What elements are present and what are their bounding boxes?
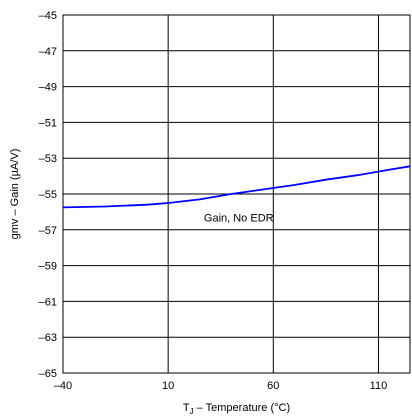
x-tick-label-1: 10 bbox=[162, 380, 174, 392]
x-tick-label-3: 110 bbox=[370, 380, 388, 392]
y-tick-label-3: –51 bbox=[39, 117, 57, 129]
x-axis-title-rest: – Temperature (°C) bbox=[194, 402, 291, 414]
y-tick-labels: –45 –47 –49 –51 –53 –55 –57 –59 –61 –63 –65 bbox=[39, 10, 57, 380]
x-tick-label-2: 60 bbox=[267, 380, 279, 392]
y-tick-label-10: –65 bbox=[39, 368, 57, 380]
y-axis-title: gmv – Gain (µA/V) bbox=[9, 149, 21, 240]
x-axis-title-main: T bbox=[183, 402, 190, 414]
series-line-gain-no-edr bbox=[62, 165, 411, 209]
y-tick-label-9: –63 bbox=[39, 332, 57, 344]
plot-frame bbox=[62, 14, 411, 374]
x-tick-label-0: –40 bbox=[54, 380, 72, 392]
x-axis-title: TJ – Temperature (°C) bbox=[183, 402, 290, 416]
y-tick-label-0: –45 bbox=[39, 10, 57, 22]
y-tick-label-4: –53 bbox=[39, 153, 57, 165]
y-tick-label-8: –61 bbox=[39, 296, 57, 308]
y-tick-label-6: –57 bbox=[39, 225, 57, 237]
y-tick-label-7: –59 bbox=[39, 261, 57, 273]
x-tick-labels: –40 10 60 110 bbox=[54, 380, 387, 392]
y-tick-label-1: –47 bbox=[39, 46, 57, 58]
x-axis-title-sub: J bbox=[190, 407, 194, 416]
y-tick-label-2: –49 bbox=[39, 82, 57, 94]
series-annotation: Gain, No EDR bbox=[204, 212, 274, 224]
y-tick-label-5: –55 bbox=[39, 189, 57, 201]
